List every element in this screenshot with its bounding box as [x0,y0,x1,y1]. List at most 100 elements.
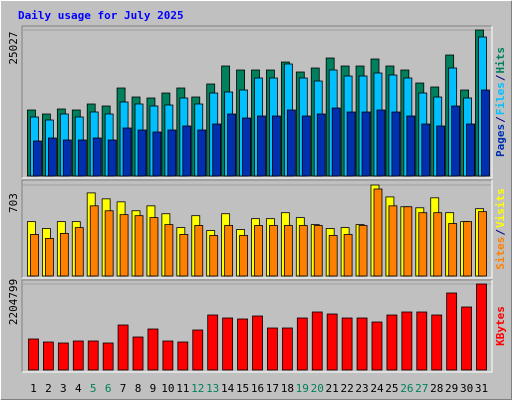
bar [45,238,54,277]
bar [386,314,398,371]
bar [239,235,248,277]
bar [371,321,383,371]
bar [207,314,219,371]
bar [481,89,490,177]
bar [122,127,132,177]
bar [59,233,69,277]
bar [192,329,204,371]
bar [403,206,413,277]
bar [87,340,99,371]
bar [388,205,398,277]
x-tick-label: 25 [385,382,398,395]
x-tick-label: 7 [120,382,127,395]
bar [257,115,266,177]
bar [197,129,207,177]
bar [74,227,84,277]
bar [476,283,487,371]
x-tick-label: 3 [60,382,67,395]
bar [182,125,192,177]
bar [194,225,204,277]
bar [296,317,308,371]
x-tick-label: 26 [400,382,413,395]
bar [401,311,413,371]
legend-separator: / [494,74,507,81]
bar [72,340,84,371]
bar [77,139,87,177]
bar [209,235,219,277]
bar [48,137,57,177]
bar [30,234,39,277]
legend-entry: Files [494,82,507,115]
panel-shadow [21,25,492,178]
bar [164,224,174,277]
bar [313,225,323,277]
bar [331,107,341,177]
bar [119,214,129,277]
x-tick-label: 18 [281,382,294,395]
bar [179,234,189,277]
bar [177,341,189,371]
x-tick-label: 12 [191,382,204,395]
bar [134,215,144,277]
bar [358,225,368,277]
bar [356,317,368,371]
bar [301,115,311,177]
x-tick-label: 8 [135,382,142,395]
bar [478,211,487,277]
x-tick-label: 30 [460,382,473,395]
bar [107,139,117,177]
legend: Pages/Files/Hits [494,47,507,157]
bar [162,340,174,371]
bar [326,313,338,371]
panel-shadow [21,179,492,278]
panel-highlight [22,180,493,279]
bar [227,113,237,177]
bar [373,188,383,277]
bar [446,292,458,371]
bar [28,338,39,371]
bar [117,324,129,371]
legend: KBytes [494,306,507,346]
bar [361,111,371,177]
bar [252,315,263,371]
x-tick-label: 16 [251,382,264,395]
bar [281,327,293,371]
bar [92,137,102,177]
legend-entry: Visits [494,188,507,228]
bar [147,328,159,371]
bar [421,123,431,177]
chart-title: Daily usage for July 2025 [18,9,184,22]
bar [272,115,281,177]
bar [433,212,443,277]
bar [343,234,353,277]
x-tick-label: 19 [296,382,309,395]
bar [149,217,159,277]
x-tick-label: 15 [236,382,249,395]
bar [451,105,461,177]
bar [102,342,114,371]
bar [43,341,54,371]
x-tick-label: 6 [105,382,112,395]
bar [283,225,293,277]
panel-shadow [21,279,492,372]
bar [461,306,472,371]
bar [269,225,278,277]
bar [286,109,296,177]
bar [33,140,42,177]
x-tick-label: 31 [475,382,488,395]
x-tick-label: 27 [415,382,428,395]
x-tick-label: 22 [340,382,353,395]
bar [224,225,234,277]
bar [466,123,475,177]
legend-entry: Hits [494,47,507,74]
bar [222,317,234,371]
legend-entry: Sites [494,237,507,270]
bar [416,311,428,371]
x-tick-label: 14 [221,382,235,395]
bar [418,212,428,277]
panel-highlight [22,280,493,373]
y-tick-label: 25027 [7,31,20,64]
x-tick-label: 29 [445,382,458,395]
